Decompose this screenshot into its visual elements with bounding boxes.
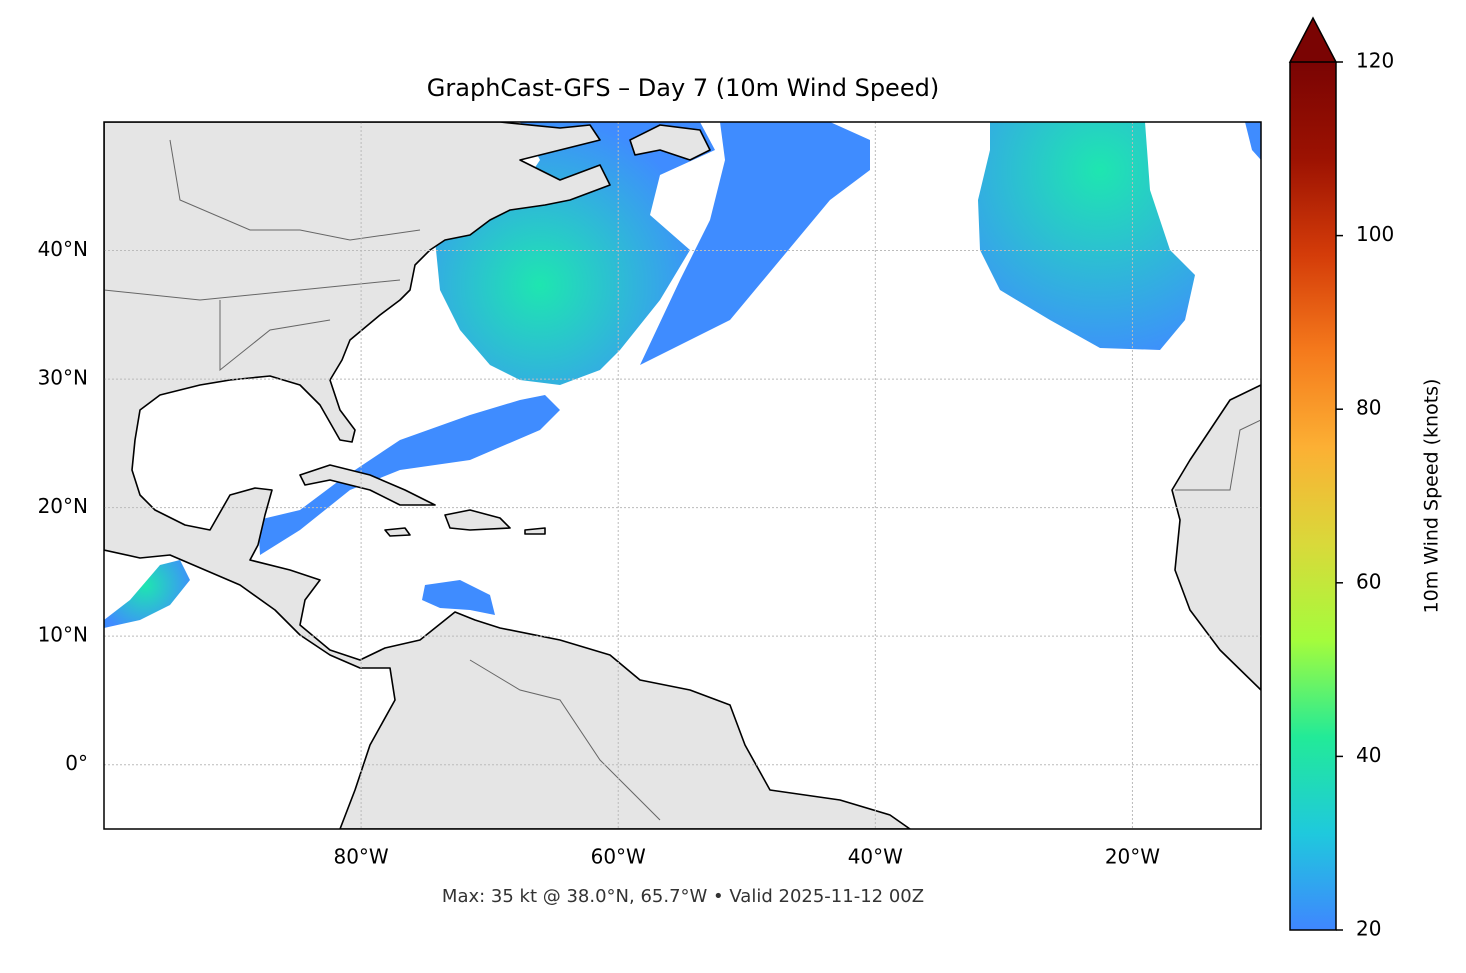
axes: 80°W 60°W 40°W 20°W 0° 10°N 20°N 30°N 40°N xyxy=(38,237,1161,868)
cuba xyxy=(299,464,436,506)
colorbar-frame xyxy=(1289,62,1337,931)
colorbar-tick-label: 80 xyxy=(1356,396,1381,420)
wind-area xyxy=(978,122,1195,350)
y-tick-label: 40°N xyxy=(38,237,88,261)
wind-area xyxy=(258,395,560,555)
colorbar-gradient xyxy=(1290,62,1336,930)
colorbar-tick-label: 40 xyxy=(1356,743,1381,767)
land xyxy=(104,122,1261,829)
wind-area xyxy=(1245,122,1261,160)
hispaniola xyxy=(444,509,511,531)
jamaica xyxy=(384,527,411,537)
colorbar-tick-label: 60 xyxy=(1356,569,1381,593)
wind-area xyxy=(104,560,190,628)
y-tick-label: 10°N xyxy=(38,623,88,647)
colorbar-tick-label: 20 xyxy=(1356,917,1381,941)
americas xyxy=(104,122,911,829)
map xyxy=(104,122,1261,829)
x-tick-label: 20°W xyxy=(1105,845,1160,869)
map-frame xyxy=(103,121,1262,830)
colorbar-label: 10m Wind Speed (knots) xyxy=(1421,379,1443,614)
borders xyxy=(219,300,331,372)
wind-area xyxy=(640,122,870,365)
africa xyxy=(1171,384,1261,691)
borders xyxy=(104,279,401,301)
x-tick-label: 40°W xyxy=(848,845,903,869)
y-tick-label: 0° xyxy=(65,751,88,775)
colorbar: 20 40 60 80 100 120 xyxy=(1288,16,1394,941)
colorbar-tick-label: 100 xyxy=(1356,222,1394,246)
wind-area xyxy=(435,122,715,385)
puerto-rico xyxy=(524,527,546,535)
grid xyxy=(104,122,1261,829)
x-tick-label: 60°W xyxy=(591,845,646,869)
x-tick-label: 80°W xyxy=(333,845,388,869)
y-tick-label: 30°N xyxy=(38,366,88,390)
footer-note: Max: 35 kt @ 38.0°N, 65.7°W • Valid 2025… xyxy=(442,886,924,907)
y-tick-label: 20°N xyxy=(38,494,88,518)
colorbar-tick-label: 120 xyxy=(1356,49,1394,73)
borders xyxy=(1175,419,1261,491)
borders xyxy=(469,659,661,821)
newfoundland xyxy=(629,124,711,161)
wind-area xyxy=(422,580,495,615)
colorbar-extend xyxy=(1288,16,1338,63)
borders xyxy=(169,139,421,241)
chart-title: GraphCast-GFS – Day 7 (10m Wind Speed) xyxy=(427,74,939,102)
